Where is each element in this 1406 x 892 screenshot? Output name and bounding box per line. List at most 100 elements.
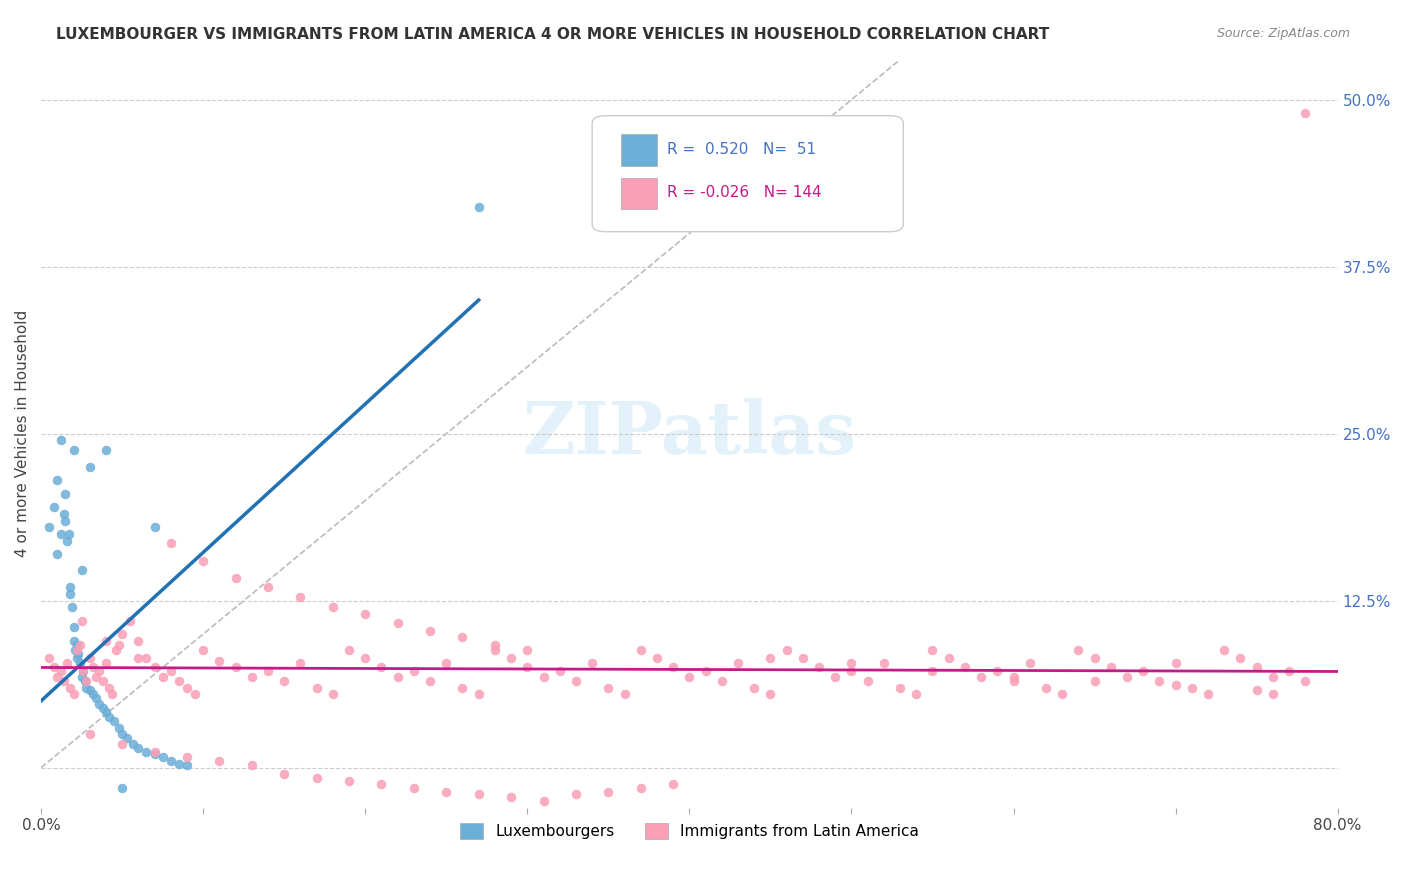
Point	[69, 657, 91, 671]
Point	[101, 687, 124, 701]
Point	[402, 780, 425, 795]
Point	[46, 670, 69, 684]
Point	[104, 643, 127, 657]
Point	[184, 687, 207, 701]
Point	[79, 651, 101, 665]
Point	[662, 660, 685, 674]
Point	[193, 553, 215, 567]
Point	[143, 660, 166, 674]
Point	[873, 657, 896, 671]
Point	[467, 200, 489, 214]
Point	[1197, 687, 1219, 701]
Point	[1149, 673, 1171, 688]
Point	[135, 651, 157, 665]
Point	[451, 630, 474, 644]
Point	[742, 681, 765, 695]
Point	[1050, 687, 1073, 701]
Point	[46, 547, 69, 561]
Point	[1213, 643, 1236, 657]
Point	[1229, 651, 1251, 665]
Text: LUXEMBOURGER VS IMMIGRANTS FROM LATIN AMERICA 4 OR MORE VEHICLES IN HOUSEHOLD CO: LUXEMBOURGER VS IMMIGRANTS FROM LATIN AM…	[56, 27, 1049, 42]
Point	[94, 633, 117, 648]
Point	[143, 520, 166, 534]
Point	[59, 580, 82, 594]
Point	[970, 670, 993, 684]
Point	[176, 750, 198, 764]
Point	[1246, 683, 1268, 698]
Legend: Luxembourgers, Immigrants from Latin America: Luxembourgers, Immigrants from Latin Ame…	[454, 817, 925, 845]
Point	[1067, 643, 1090, 657]
Point	[402, 665, 425, 679]
Point	[115, 731, 138, 746]
Point	[1278, 665, 1301, 679]
Point	[1294, 673, 1316, 688]
Point	[111, 627, 134, 641]
Point	[152, 670, 174, 684]
Point	[56, 657, 79, 671]
Point	[727, 657, 749, 671]
Point	[240, 670, 263, 684]
Point	[354, 651, 377, 665]
Point	[225, 571, 247, 585]
Point	[84, 670, 107, 684]
Point	[387, 616, 409, 631]
Point	[273, 673, 295, 688]
Point	[613, 687, 636, 701]
Point	[630, 643, 652, 657]
Point	[419, 673, 441, 688]
Point	[240, 758, 263, 772]
Point	[193, 643, 215, 657]
Point	[841, 665, 863, 679]
Point	[565, 788, 588, 802]
Text: R =  0.520   N=  51: R = 0.520 N= 51	[668, 142, 817, 157]
Point	[387, 670, 409, 684]
Point	[70, 563, 93, 577]
Point	[98, 681, 121, 695]
Point	[73, 673, 96, 688]
Point	[66, 651, 89, 665]
Point	[49, 434, 72, 448]
Point	[1181, 681, 1204, 695]
Point	[1099, 660, 1122, 674]
Point	[953, 660, 976, 674]
Point	[598, 785, 620, 799]
Point	[76, 681, 98, 695]
Point	[1261, 670, 1284, 684]
Point	[167, 756, 190, 771]
FancyBboxPatch shape	[620, 178, 657, 210]
Point	[501, 651, 523, 665]
Point	[82, 687, 104, 701]
Point	[127, 740, 149, 755]
Point	[467, 687, 489, 701]
Point	[354, 607, 377, 621]
Point	[42, 500, 65, 515]
Point	[710, 673, 733, 688]
Point	[808, 660, 831, 674]
Point	[159, 665, 181, 679]
Point	[921, 643, 943, 657]
Point	[167, 673, 190, 688]
Point	[565, 673, 588, 688]
Point	[82, 660, 104, 674]
Point	[1246, 660, 1268, 674]
Point	[76, 673, 98, 688]
Point	[695, 665, 717, 679]
Point	[98, 710, 121, 724]
Point	[94, 442, 117, 457]
Point	[759, 651, 782, 665]
Point	[120, 614, 142, 628]
Point	[72, 665, 94, 679]
Point	[176, 681, 198, 695]
Point	[49, 665, 72, 679]
Point	[108, 638, 131, 652]
Point	[108, 721, 131, 735]
Point	[79, 683, 101, 698]
Point	[533, 670, 555, 684]
Point	[111, 727, 134, 741]
FancyBboxPatch shape	[620, 135, 657, 166]
Point	[1035, 681, 1057, 695]
Point	[501, 790, 523, 805]
Point	[905, 687, 928, 701]
Point	[103, 714, 125, 728]
Point	[79, 460, 101, 475]
